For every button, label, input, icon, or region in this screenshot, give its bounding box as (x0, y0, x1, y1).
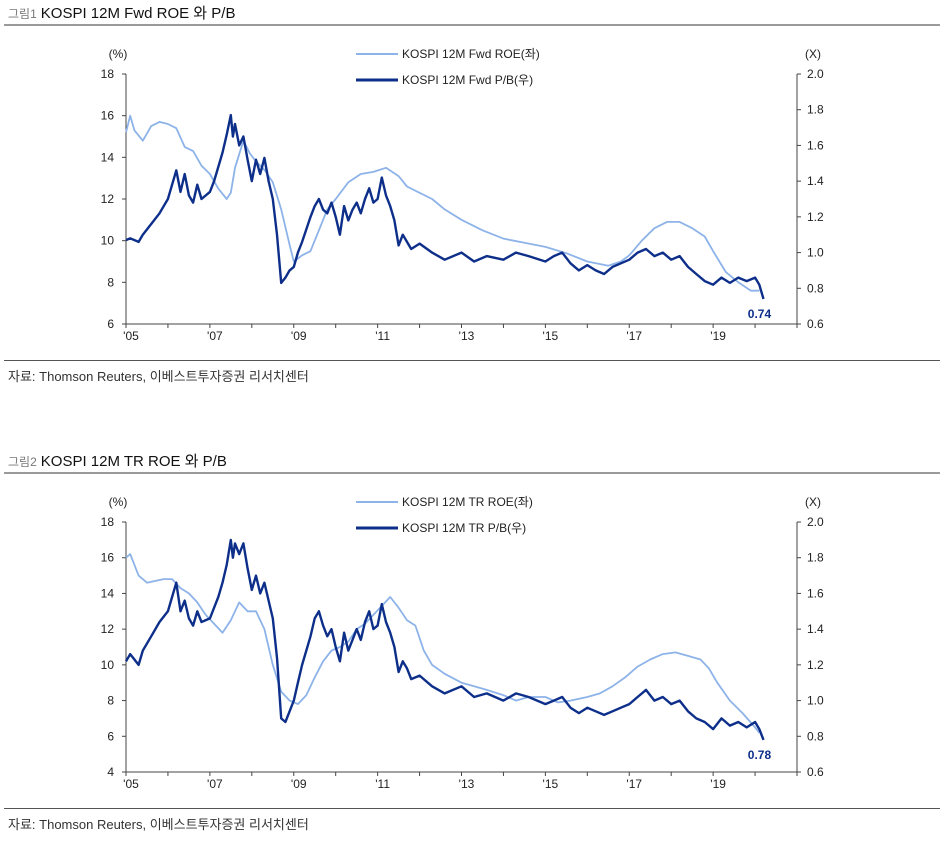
left-axis-tick-label: 6 (107, 317, 114, 331)
x-axis-tick-label: '17 (626, 777, 642, 791)
right-axis-unit: (X) (805, 47, 821, 61)
series-line-roe (125, 114, 760, 292)
x-axis-tick-label: '15 (543, 329, 559, 343)
end-value-label: 0.78 (748, 748, 772, 762)
x-axis-tick-label: '11 (375, 329, 390, 343)
figure-1-source: 자료: Thomson Reuters, 이베스트투자증권 리서치센터 (8, 369, 309, 384)
figure-1-number: 그림1 (8, 7, 37, 21)
left-axis-tick-label: 18 (101, 67, 115, 81)
left-axis-tick-label: 4 (107, 765, 114, 779)
legend-label: KOSPI 12M Fwd P/B(우) (402, 73, 533, 87)
right-axis-tick-label: 0.8 (807, 281, 824, 295)
figure-2-title: KOSPI 12M TR ROE 와 P/B (40, 453, 227, 470)
x-axis-tick-label: '13 (459, 329, 475, 343)
figure-1-header: 그림1 KOSPI 12M Fwd ROE 와 P/B (8, 2, 235, 22)
figure-1-title: KOSPI 12M Fwd ROE 와 P/B (40, 5, 236, 22)
left-axis-tick-label: 14 (101, 586, 115, 600)
right-axis-tick-label: 1.6 (807, 138, 824, 152)
left-axis-unit: (%) (109, 495, 128, 509)
x-axis-tick-label: '11 (375, 777, 390, 791)
left-axis-unit: (%) (109, 47, 128, 61)
right-axis-tick-label: 1.0 (807, 246, 824, 260)
right-axis-tick-label: 1.8 (807, 103, 824, 117)
x-axis-tick-label: '07 (207, 329, 223, 343)
x-axis-tick-label: '13 (459, 777, 475, 791)
right-axis-unit: (X) (805, 495, 821, 509)
right-axis-tick-label: 1.2 (807, 210, 824, 224)
right-axis-tick-label: 0.6 (807, 317, 824, 331)
figure-2-number: 그림2 (8, 455, 37, 469)
figure-2-chart: (%) (X) 4 6 8 10 12 14 16 18 0.6 0.8 1.0 1.2 1.4 1.6 1.8… (101, 495, 824, 791)
figure-2-top-rule (4, 472, 940, 474)
left-axis-tick-label: 12 (101, 192, 115, 206)
right-axis-tick-label: 0.8 (807, 729, 824, 743)
right-axis-tick-label: 0.6 (807, 765, 824, 779)
right-axis-tick-label: 1.4 (807, 174, 824, 188)
left-axis-tick-label: 8 (107, 275, 114, 289)
figure-2: 그림2 KOSPI 12M TR ROE 와 P/B (%) (X) 4 6 8 10 12… (0, 448, 946, 852)
figure-2-source: 자료: Thomson Reuters, 이베스트투자증권 리서치센터 (8, 817, 309, 832)
figure-2-header: 그림2 KOSPI 12M TR ROE 와 P/B (8, 450, 227, 470)
legend-label: KOSPI 12M TR P/B(우) (402, 521, 526, 535)
left-axis-tick-label: 10 (101, 234, 115, 248)
right-axis-tick-label: 1.4 (807, 622, 824, 636)
x-axis-tick-label: '05 (123, 329, 139, 343)
x-axis-tick-label: '09 (291, 329, 307, 343)
x-axis-tick-label: '09 (291, 777, 307, 791)
right-axis-tick-label: 1.2 (807, 658, 824, 672)
right-axis-tick-label: 1.6 (807, 586, 824, 600)
x-axis-tick-label: '05 (123, 777, 139, 791)
series-line-pb (124, 538, 765, 741)
left-axis-tick-label: 10 (101, 658, 115, 672)
x-axis-tick-label: '07 (207, 777, 223, 791)
left-axis-tick-label: 12 (101, 622, 115, 636)
right-axis-tick-label: 2.0 (807, 67, 824, 81)
x-axis-tick-label: '17 (626, 329, 642, 343)
right-axis-tick-label: 1.0 (807, 694, 824, 708)
left-axis-tick-label: 14 (101, 150, 115, 164)
figure-2-bottom-rule (4, 808, 940, 809)
right-axis-tick-label: 1.8 (807, 551, 824, 565)
figure-1-chart: (%) (X) 6 8 10 12 14 16 18 0.6 0.8 1.0 1.2 1.4 1.6 1.8 2… (101, 47, 824, 343)
series-line-pb (125, 113, 765, 300)
left-axis-tick-label: 6 (107, 729, 114, 743)
left-axis-tick-label: 8 (107, 694, 114, 708)
end-value-label: 0.74 (748, 307, 772, 321)
x-axis-tick-label: '19 (710, 329, 726, 343)
left-axis-tick-label: 16 (101, 109, 115, 123)
right-axis-tick-label: 2.0 (807, 515, 824, 529)
left-axis-tick-label: 18 (101, 515, 115, 529)
legend-label: KOSPI 12M Fwd ROE(좌) (402, 47, 540, 61)
left-axis-tick-label: 16 (101, 551, 115, 565)
figure-1: 그림1 KOSPI 12M Fwd ROE 와 P/B (%) (X) 6 8 10 12… (0, 0, 946, 400)
figure-1-top-rule (4, 24, 940, 26)
series-line-roe (125, 553, 761, 734)
figure-1-bottom-rule (4, 360, 940, 361)
x-axis-tick-label: '15 (543, 777, 559, 791)
legend-label: KOSPI 12M TR ROE(좌) (402, 495, 533, 509)
x-axis-tick-label: '19 (710, 777, 726, 791)
